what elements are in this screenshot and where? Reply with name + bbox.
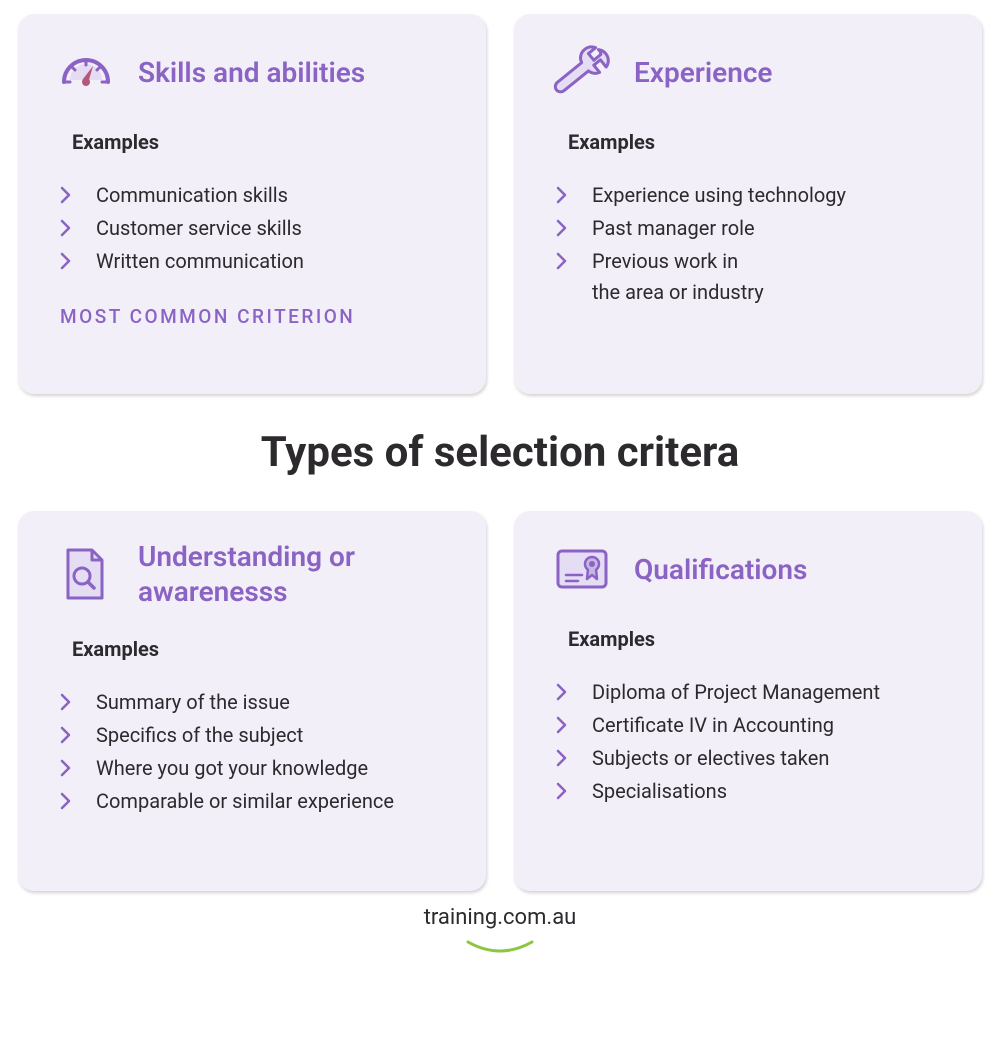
certificate-icon <box>552 539 612 599</box>
chevron-right-icon <box>556 715 568 735</box>
chevron-right-icon <box>556 185 568 205</box>
list-item: Customer service skills <box>60 213 454 244</box>
list-item-text: Certificate IV in Accounting <box>592 710 834 741</box>
card-title: Skills and abilities <box>138 55 365 90</box>
card-title: Qualifications <box>634 552 807 587</box>
wrench-icon <box>552 42 612 102</box>
chevron-right-icon <box>556 781 568 801</box>
list-item-text: Previous work in the area or industry <box>592 246 764 308</box>
list-item: Communication skills <box>60 180 454 211</box>
card-skills: Skills and abilities Examples Communicat… <box>18 14 486 394</box>
card-header: Understanding or awarenesss <box>50 539 454 609</box>
list-item-text: Diploma of Project Management <box>592 677 880 708</box>
list-item-text: Subjects or electives taken <box>592 743 829 774</box>
logo-text: training.com.au <box>424 905 577 930</box>
chevron-right-icon <box>60 251 72 271</box>
card-experience: Experience Examples Experience using tec… <box>514 14 982 394</box>
examples-label: Examples <box>50 130 454 154</box>
gauge-icon <box>56 42 116 102</box>
chevron-right-icon <box>556 251 568 271</box>
example-list: Communication skills Customer service sk… <box>50 180 454 277</box>
list-item-text: Experience using technology <box>592 180 846 211</box>
examples-label: Examples <box>546 130 950 154</box>
list-item-text: Specialisations <box>592 776 727 807</box>
list-item: Where you got your knowledge <box>60 753 454 784</box>
chevron-right-icon <box>556 748 568 768</box>
list-item: Comparable or similar experience <box>60 786 454 817</box>
list-item-text: Specifics of the subject <box>96 720 303 751</box>
footer-logo: training.com.au <box>0 891 1000 948</box>
example-list: Experience using technology Past manager… <box>546 180 950 308</box>
list-item-text: Written communication <box>96 246 304 277</box>
infographic-grid: Skills and abilities Examples Communicat… <box>0 0 1000 891</box>
card-title: Understanding or awarenesss <box>138 539 454 609</box>
document-magnify-icon <box>56 544 116 604</box>
list-item: Past manager role <box>556 213 950 244</box>
list-item-text: Past manager role <box>592 213 755 244</box>
example-list: Diploma of Project Management Certificat… <box>546 677 950 807</box>
list-item-text: Summary of the issue <box>96 687 290 718</box>
card-header: Qualifications <box>546 539 950 599</box>
chevron-right-icon <box>60 758 72 778</box>
logo-smile-icon <box>464 940 536 954</box>
list-item: Diploma of Project Management <box>556 677 950 708</box>
chevron-right-icon <box>60 185 72 205</box>
card-title: Experience <box>634 55 773 90</box>
chevron-right-icon <box>556 682 568 702</box>
list-item-text: Where you got your knowledge <box>96 753 368 784</box>
list-item: Specialisations <box>556 776 950 807</box>
list-item-text: Comparable or similar experience <box>96 786 394 817</box>
list-item: Certificate IV in Accounting <box>556 710 950 741</box>
list-item-text: Customer service skills <box>96 213 302 244</box>
card-qualifications: Qualifications Examples Diploma of Proje… <box>514 511 982 891</box>
chevron-right-icon <box>60 692 72 712</box>
example-list: Summary of the issue Specifics of the su… <box>50 687 454 817</box>
chevron-right-icon <box>60 791 72 811</box>
card-header: Skills and abilities <box>50 42 454 102</box>
list-item: Experience using technology <box>556 180 950 211</box>
list-item: Previous work in the area or industry <box>556 246 950 308</box>
card-header: Experience <box>546 42 950 102</box>
list-item: Subjects or electives taken <box>556 743 950 774</box>
examples-label: Examples <box>50 637 454 661</box>
chevron-right-icon <box>60 218 72 238</box>
center-title: Types of selection critera <box>18 394 982 511</box>
chevron-right-icon <box>60 725 72 745</box>
most-common-badge: MOST COMMON CRITERION <box>50 305 454 328</box>
list-item: Summary of the issue <box>60 687 454 718</box>
list-item: Specifics of the subject <box>60 720 454 751</box>
list-item: Written communication <box>60 246 454 277</box>
list-item-text: Communication skills <box>96 180 288 211</box>
examples-label: Examples <box>546 627 950 651</box>
chevron-right-icon <box>556 218 568 238</box>
card-understanding: Understanding or awarenesss Examples Sum… <box>18 511 486 891</box>
